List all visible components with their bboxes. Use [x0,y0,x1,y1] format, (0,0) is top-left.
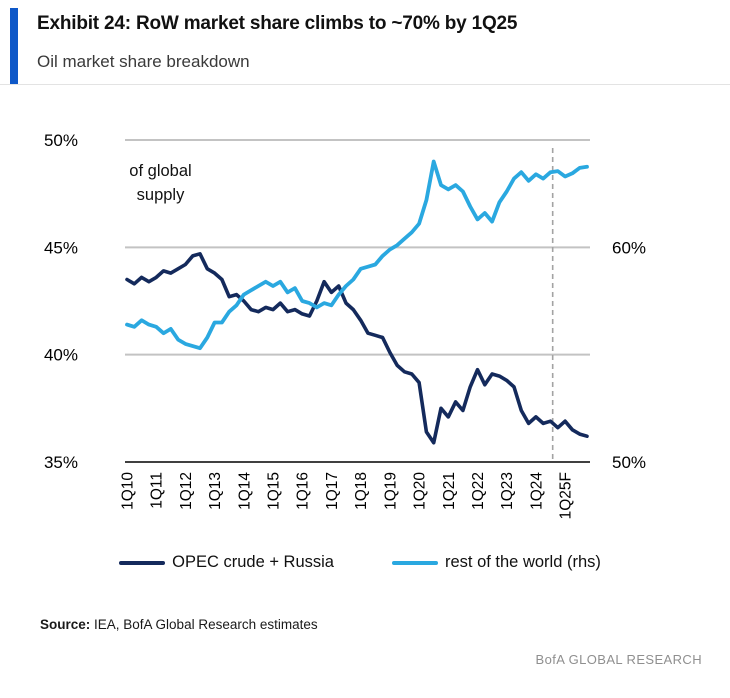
exhibit-title: Exhibit 24: RoW market share climbs to ~… [37,13,518,34]
x-axis-tick-label: 1Q18 [353,472,370,510]
x-axis-tick-label: 1Q13 [207,472,224,510]
x-axis-tick-label: 1Q20 [412,472,429,510]
opec-crude-russia-line [125,252,589,445]
source-text: IEA, BofA Global Research estimates [90,617,318,632]
legend-label-row: rest of the world (rhs) [444,553,601,571]
legend-item-row: rest of the world (rhs) [391,553,601,572]
x-axis-tick-label: 1Q24 [528,472,545,510]
left-axis-tick-label: 40% [44,346,78,365]
legend-label-opec: OPEC crude + Russia [172,553,334,571]
x-axis-tick-label: 1Q11 [149,472,166,509]
x-axis-tick-label: 1Q22 [470,472,487,510]
x-axis-tick-label: 1Q10 [120,472,137,510]
header-divider [0,84,730,85]
right-axis-tick-label: 60% [612,238,646,257]
line-chart: 50% 45% 40% 35% 60% 50% 1Q10 1Q11 1Q12 1Q13 1Q14 1Q… [44,131,646,519]
left-axis-tick-label: 45% [44,238,78,257]
exhibit-subtitle: Oil market share breakdown [37,52,250,71]
x-axis-tick-label: 1Q25F [558,472,575,519]
left-axis-tick-label: 50% [44,131,78,150]
source-note: Source: IEA, BofA Global Research estima… [40,617,318,632]
row-line-swatch-icon [391,560,438,565]
x-axis-tick-label: 1Q23 [499,472,516,510]
exhibit-accent-bar [10,8,18,84]
rest-of-world-line [125,159,589,351]
x-axis-tick-label: 1Q17 [324,472,341,510]
opec-line-swatch-icon [119,560,166,565]
chart-legend: OPEC crude + Russia rest of the world (r… [60,553,660,572]
source-label: Source: [40,617,91,632]
right-axis-tick-label: 50% [612,453,646,472]
left-axis-tick-label: 35% [44,453,78,472]
chart-annotation: of global supply [129,162,192,204]
x-axis-tick-label: 1Q14 [236,472,253,510]
x-axis-tick-label: 1Q19 [382,472,399,510]
brand-mark: BofA GLOBAL RESEARCH [535,652,702,667]
x-axis-tick-label: 1Q12 [178,472,195,510]
x-axis-tick-label: 1Q21 [441,472,458,510]
legend-item-opec: OPEC crude + Russia [119,553,334,572]
x-axis-tick-label: 1Q16 [295,472,312,510]
x-axis-tick-label: 1Q15 [266,472,283,510]
